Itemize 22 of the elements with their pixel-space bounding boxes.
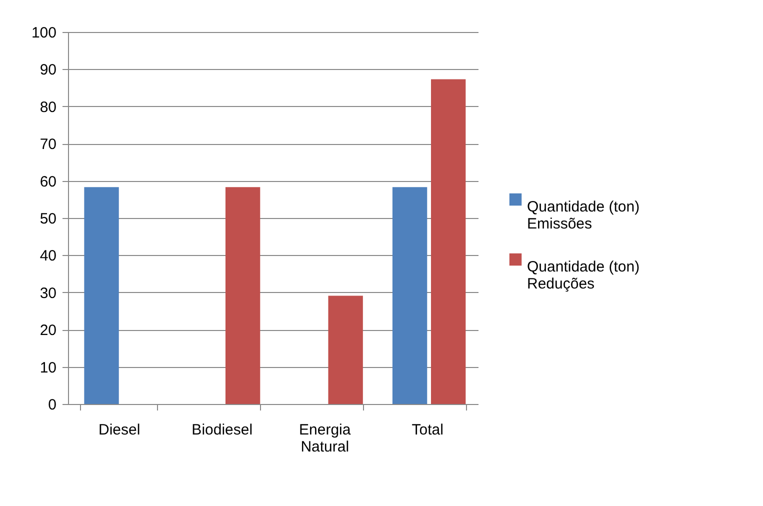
y-tick-label: 10 [40, 359, 56, 376]
y-tick-label: 0 [48, 396, 56, 414]
bar [225, 187, 260, 404]
y-tick-label: 100 [31, 24, 56, 42]
y-tick-label: 40 [40, 248, 56, 265]
y-tick-label: 30 [40, 284, 56, 302]
x-tick-label: Diesel [98, 422, 140, 438]
y-tick-label: 90 [40, 62, 56, 79]
x-tick-label: Energia Natural [299, 422, 352, 456]
y-tick-label: 70 [40, 136, 56, 154]
bar [84, 187, 119, 404]
y-tick-label: 20 [40, 322, 56, 340]
y-tick-label: 80 [40, 98, 56, 116]
legend-label: Quantidade (ton) Emissões [527, 198, 640, 232]
y-tick-label: 60 [40, 173, 56, 190]
x-tick-label: Biodiesel [192, 422, 253, 438]
bar [328, 296, 363, 404]
bar [392, 187, 428, 404]
legend-label: Quantidade (ton) Reduções [527, 258, 640, 292]
x-tick-label: Total [412, 422, 444, 438]
bar [430, 79, 466, 404]
y-tick-label: 50 [40, 210, 56, 228]
